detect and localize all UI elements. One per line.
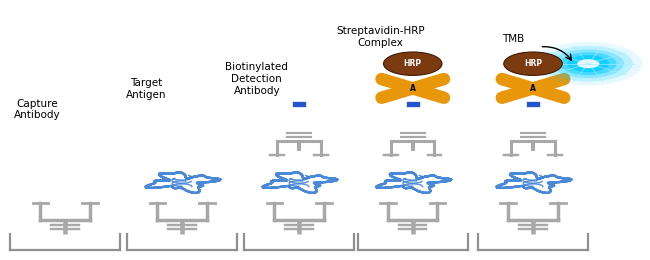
Text: HRP: HRP	[404, 59, 422, 68]
Text: TMB: TMB	[502, 34, 525, 44]
Text: A: A	[530, 84, 536, 93]
Circle shape	[544, 46, 632, 81]
Circle shape	[534, 42, 643, 86]
Circle shape	[504, 52, 562, 75]
Circle shape	[384, 52, 442, 75]
Text: A: A	[410, 84, 416, 93]
Text: Streptavidin-HRP
Complex: Streptavidin-HRP Complex	[336, 26, 424, 48]
Circle shape	[567, 55, 609, 72]
Text: Biotinylated
Detection
Antibody: Biotinylated Detection Antibody	[226, 62, 288, 96]
Text: Capture
Antibody: Capture Antibody	[14, 99, 60, 120]
Text: HRP: HRP	[524, 59, 542, 68]
Circle shape	[552, 49, 624, 78]
Text: Target
Antigen: Target Antigen	[126, 78, 166, 100]
Circle shape	[577, 59, 599, 68]
Circle shape	[560, 52, 617, 75]
